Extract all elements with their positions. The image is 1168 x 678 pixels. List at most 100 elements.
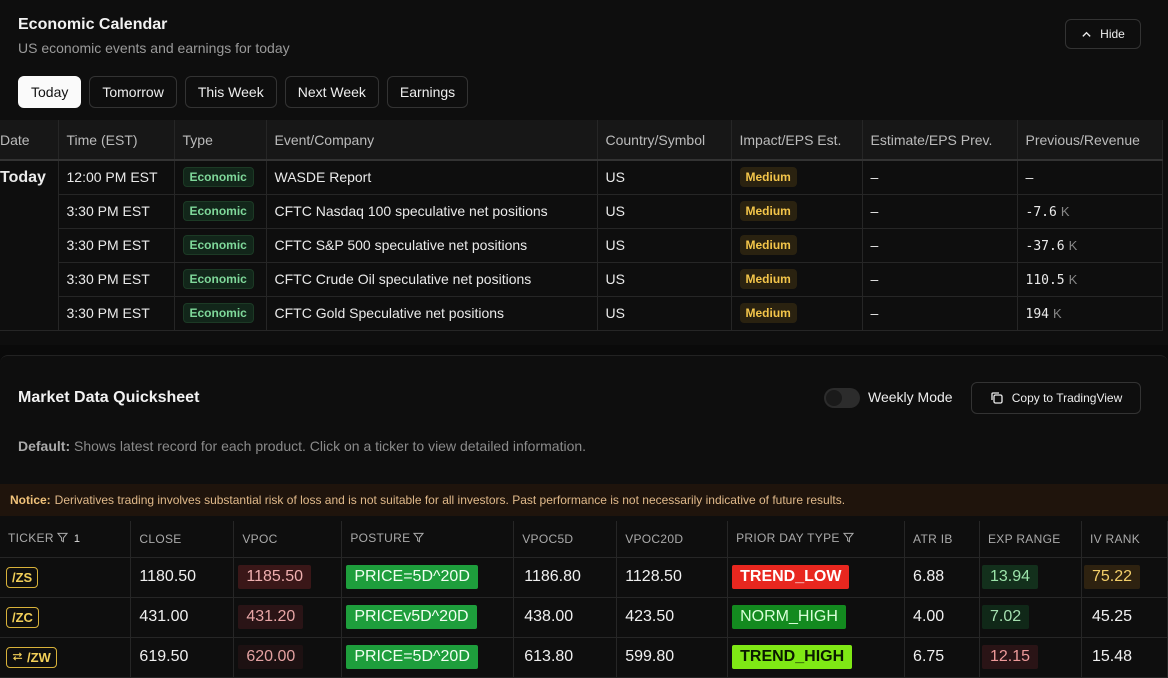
ticker-button[interactable]: /ZS <box>6 566 39 588</box>
iv-rank-value: 75.22 <box>1083 565 1141 589</box>
country-cell: US <box>597 160 732 195</box>
calendar-col-header[interactable]: Impact/EPS Est. <box>731 120 863 161</box>
quicksheet-col-header[interactable]: IV RANK <box>1081 521 1168 558</box>
close-cell: 431.00 <box>130 597 235 638</box>
impact-badge: Medium <box>739 269 797 289</box>
notice-label: Notice: <box>10 493 51 507</box>
time-cell: 3:30 PM EST <box>58 194 175 229</box>
atr-ib-cell: 4.00 <box>904 597 980 638</box>
quicksheet-col-header[interactable]: TICKER 1 <box>0 521 132 558</box>
header-label: TICKER <box>8 531 54 546</box>
impact-cell: Medium <box>731 160 863 195</box>
vpoc20d-cell: 1128.50 <box>616 557 729 598</box>
quicksheet-col-header[interactable]: VPOC5D <box>513 521 618 558</box>
quicksheet-col-header[interactable]: EXP RANGE <box>979 521 1082 558</box>
country-cell: US <box>597 194 732 229</box>
previous-unit: K <box>1068 271 1078 287</box>
type-badge: Economic <box>182 303 254 323</box>
tab-today[interactable]: Today <box>18 76 82 108</box>
calendar-col-header[interactable]: Type <box>174 120 267 161</box>
previous-cell: -37.6 K <box>1017 228 1163 263</box>
quicksheet-col-header[interactable]: CLOSE <box>130 521 235 558</box>
iv-rank-cell: 45.25 <box>1081 597 1168 638</box>
header-label: PRIOR DAY TYPE <box>736 531 840 546</box>
ticker-button[interactable]: /ZW <box>6 646 57 668</box>
iv-rank-value: 45.25 <box>1091 608 1133 625</box>
estimate-cell: – <box>862 228 1018 263</box>
previous-cell: – <box>1017 160 1163 195</box>
tab-earnings[interactable]: Earnings <box>386 76 469 108</box>
atr-ib-cell: 6.88 <box>904 557 980 598</box>
calendar-col-header[interactable]: Time (EST) <box>58 120 175 161</box>
vpoc-cell: 431.20 <box>233 597 343 638</box>
tab-next-week[interactable]: Next Week <box>284 76 379 108</box>
calendar-col-header[interactable]: Event/Company <box>266 120 598 161</box>
tab-this-week[interactable]: This Week <box>184 76 277 108</box>
previous-cell: -7.6 K <box>1017 194 1163 229</box>
ticker-symbol: /ZC <box>12 609 33 625</box>
iv-rank-cell: 15.48 <box>1081 637 1168 678</box>
event-cell: CFTC Nasdaq 100 speculative net position… <box>266 194 598 229</box>
quicksheet-col-header[interactable]: PRIOR DAY TYPE <box>727 521 906 558</box>
type-badge: Economic <box>182 167 254 188</box>
estimate-cell: – <box>862 296 1018 331</box>
quicksheet-col-header[interactable]: ATR IB <box>904 521 980 558</box>
header-label: ATR IB <box>913 531 953 546</box>
vpoc-value: 1185.50 <box>238 565 312 589</box>
hide-button[interactable]: Hide <box>1065 19 1141 49</box>
calendar-col-header[interactable]: Previous/Revenue <box>1017 120 1163 161</box>
time-cell: 3:30 PM EST <box>58 296 175 331</box>
date-cell: Today <box>0 160 59 331</box>
notice-text: Derivatives trading involves substantial… <box>54 493 846 507</box>
type-badge: Economic <box>182 269 254 289</box>
posture-chip: PRICE=5D^20D <box>346 565 478 589</box>
impact-cell: Medium <box>731 228 863 263</box>
posture-cell: PRICE=5D^20D <box>341 557 515 598</box>
copy-to-tradingview-button[interactable]: Copy to TradingView <box>971 382 1141 414</box>
filter-icon[interactable] <box>842 532 854 546</box>
calendar-row: 3:30 PM EST Economic CFTC Nasdaq 100 specu… <box>0 194 1163 229</box>
quicksheet-table: TICKER 1 CLOSE VPOC POSTURE VPOC5D VPOC20D PRIO… <box>0 521 1168 678</box>
iv-rank-cell: 75.22 <box>1081 557 1168 598</box>
vpoc-cell: 1185.50 <box>233 557 343 598</box>
time-cell: 3:30 PM EST <box>58 228 175 263</box>
posture-cell: PRICEv5D^20D <box>341 597 515 638</box>
calendar-row: 3:30 PM EST Economic CFTC S&P 500 speculat… <box>0 228 1163 263</box>
tab-tomorrow[interactable]: Tomorrow <box>89 76 177 108</box>
header-label: EXP RANGE <box>988 531 1061 546</box>
quicksheet-col-header[interactable]: VPOC <box>233 521 343 558</box>
ticker-button[interactable]: /ZC <box>6 606 39 628</box>
calendar-title: Economic Calendar <box>18 16 168 33</box>
vpoc-cell: 620.00 <box>233 637 343 678</box>
copy-label: Copy to TradingView <box>1011 391 1123 405</box>
posture-chip: PRICEv5D^20D <box>346 605 477 629</box>
ticker-symbol: /ZW <box>27 649 51 665</box>
calendar-table: Date Time (EST) Type Event/Company Country/S… <box>0 120 1163 331</box>
chevron-up-icon <box>1082 31 1091 37</box>
header-label: VPOC <box>242 531 278 546</box>
event-cell: CFTC Crude Oil speculative net positions <box>266 262 598 297</box>
vpoc5d-cell: 438.00 <box>513 597 618 638</box>
previous-value: 110.5 <box>1025 272 1065 288</box>
ticker-cell: /ZW <box>0 637 132 678</box>
weekly-mode-toggle[interactable] <box>824 388 860 408</box>
toggle-knob <box>826 390 842 406</box>
quicksheet-col-header[interactable]: POSTURE <box>341 521 515 558</box>
hide-label: Hide <box>1100 27 1125 41</box>
posture-chip: PRICE=5D^20D <box>346 645 478 669</box>
calendar-row: 3:30 PM EST Economic CFTC Crude Oil specul… <box>0 262 1163 297</box>
default-label: Default: <box>18 438 71 454</box>
calendar-col-header[interactable]: Estimate/EPS Prev. <box>862 120 1018 161</box>
vpoc5d-cell: 613.80 <box>513 637 618 678</box>
quicksheet-col-header[interactable]: VPOC20D <box>616 521 729 558</box>
ticker-symbol: /ZS <box>12 569 33 585</box>
calendar-col-header[interactable]: Country/Symbol <box>597 120 732 161</box>
prior-day-type-chip: NORM_HIGH <box>732 605 846 629</box>
type-badge: Economic <box>182 201 254 221</box>
previous-unit: K <box>1052 305 1062 321</box>
calendar-col-header[interactable]: Date <box>0 120 59 161</box>
filter-icon[interactable] <box>56 532 68 546</box>
default-description: Default: Shows latest record for each pr… <box>18 438 586 454</box>
calendar-tabs: Today Tomorrow This Week Next Week Earnings <box>18 76 469 108</box>
filter-icon[interactable] <box>413 532 425 546</box>
